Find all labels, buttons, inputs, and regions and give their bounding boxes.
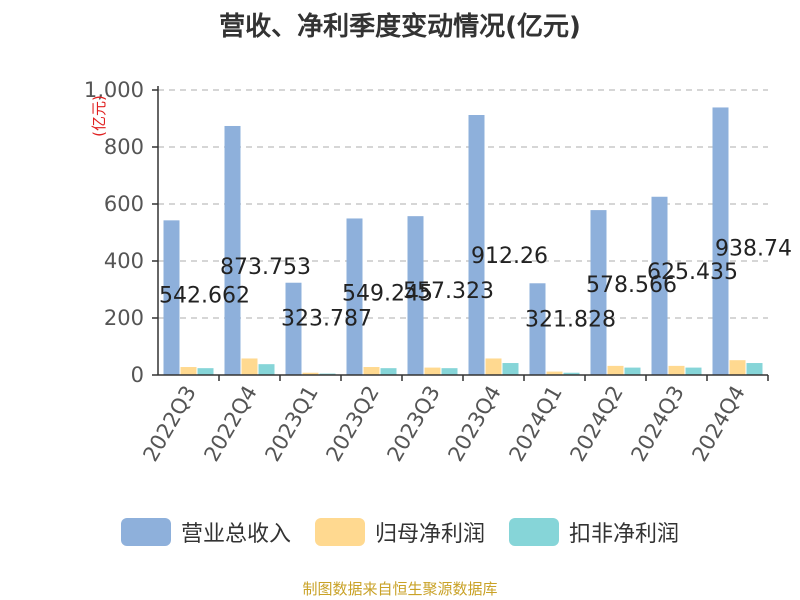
bar-deducted-profit	[746, 363, 763, 375]
x-tick-label: 2023Q2	[321, 382, 383, 466]
chart-title: 营收、净利季度变动情况(亿元)	[219, 12, 581, 42]
bar-revenue	[346, 218, 363, 375]
legend-swatch-revenue	[120, 518, 171, 546]
bar-deducted-profit	[258, 364, 275, 375]
y-tick-label: 600	[104, 192, 144, 216]
data-label: 549.245	[342, 281, 433, 306]
legend-swatch-deducted-profit	[509, 518, 559, 546]
legend-item-revenue[interactable]: 营业总收入	[120, 516, 291, 548]
x-tick-label: 2024Q1	[504, 382, 566, 466]
bar-net-profit	[241, 358, 258, 375]
bar-revenue	[224, 125, 241, 375]
data-label: 912.26	[471, 244, 548, 269]
x-tick-label: 2023Q3	[382, 382, 444, 466]
data-label: 625.435	[647, 260, 738, 285]
bar-net-profit	[363, 367, 380, 375]
bar-net-profit	[424, 367, 441, 375]
bar-deducted-profit	[563, 372, 580, 375]
y-tick-label: 1,000	[84, 78, 144, 102]
x-tick-label: 2024Q2	[565, 382, 627, 466]
y-tick-label: 400	[104, 249, 144, 273]
bar-revenue	[163, 220, 180, 375]
data-label: 321.828	[525, 307, 616, 332]
legend-item-net-profit[interactable]: 归母净利润	[314, 516, 485, 548]
legend-label-revenue: 营业总收入	[180, 522, 291, 547]
bar-net-profit	[729, 360, 746, 375]
bar-revenue	[590, 210, 607, 375]
x-tick-label: 2024Q4	[687, 382, 749, 466]
legend: 营业总收入 归母净利润 扣非净利润	[0, 516, 800, 548]
x-tick-label: 2022Q4	[199, 382, 261, 466]
bar-deducted-profit	[685, 367, 702, 375]
bar-deducted-profit	[502, 363, 519, 375]
data-label: 542.662	[159, 283, 250, 308]
bar-deducted-profit	[380, 368, 397, 375]
y-tick-label: 200	[104, 306, 144, 330]
legend-item-deducted-profit[interactable]: 扣非净利润	[509, 516, 679, 548]
bar-deducted-profit	[441, 368, 458, 375]
legend-label-net-profit: 归母净利润	[374, 522, 485, 547]
bar-revenue	[285, 282, 302, 375]
bar-revenue	[529, 283, 546, 375]
data-label: 578.566	[586, 273, 677, 298]
bar-deducted-profit	[197, 368, 214, 375]
bar-net-profit	[668, 365, 685, 375]
bar-net-profit	[607, 365, 624, 375]
y-tick-label: 800	[104, 135, 144, 159]
y-axis-label: (亿元)	[90, 95, 108, 137]
bar-deducted-profit	[624, 367, 641, 375]
data-label: 323.787	[281, 307, 372, 332]
bar-revenue	[407, 216, 424, 375]
y-tick-label: 0	[131, 363, 144, 387]
legend-label-deducted-profit: 扣非净利润	[569, 522, 680, 547]
bar-revenue	[651, 196, 668, 375]
x-tick-label: 2023Q4	[443, 382, 505, 466]
x-tick-label: 2024Q3	[626, 382, 688, 466]
bar-net-profit	[302, 372, 319, 375]
x-tick-label: 2023Q1	[260, 382, 322, 466]
legend-swatch-net-profit	[314, 518, 365, 546]
data-label: 557.323	[403, 279, 494, 304]
bar-net-profit	[485, 358, 502, 375]
bar-net-profit	[180, 367, 197, 375]
data-label: 873.753	[220, 255, 311, 280]
bar-revenue	[468, 115, 485, 376]
data-label: 938.74	[715, 236, 792, 261]
x-tick-label: 2022Q3	[138, 382, 200, 466]
data-source-note: 制图数据来自恒生聚源数据库	[302, 580, 498, 598]
bar-net-profit	[546, 371, 563, 375]
bar-revenue	[712, 107, 729, 375]
